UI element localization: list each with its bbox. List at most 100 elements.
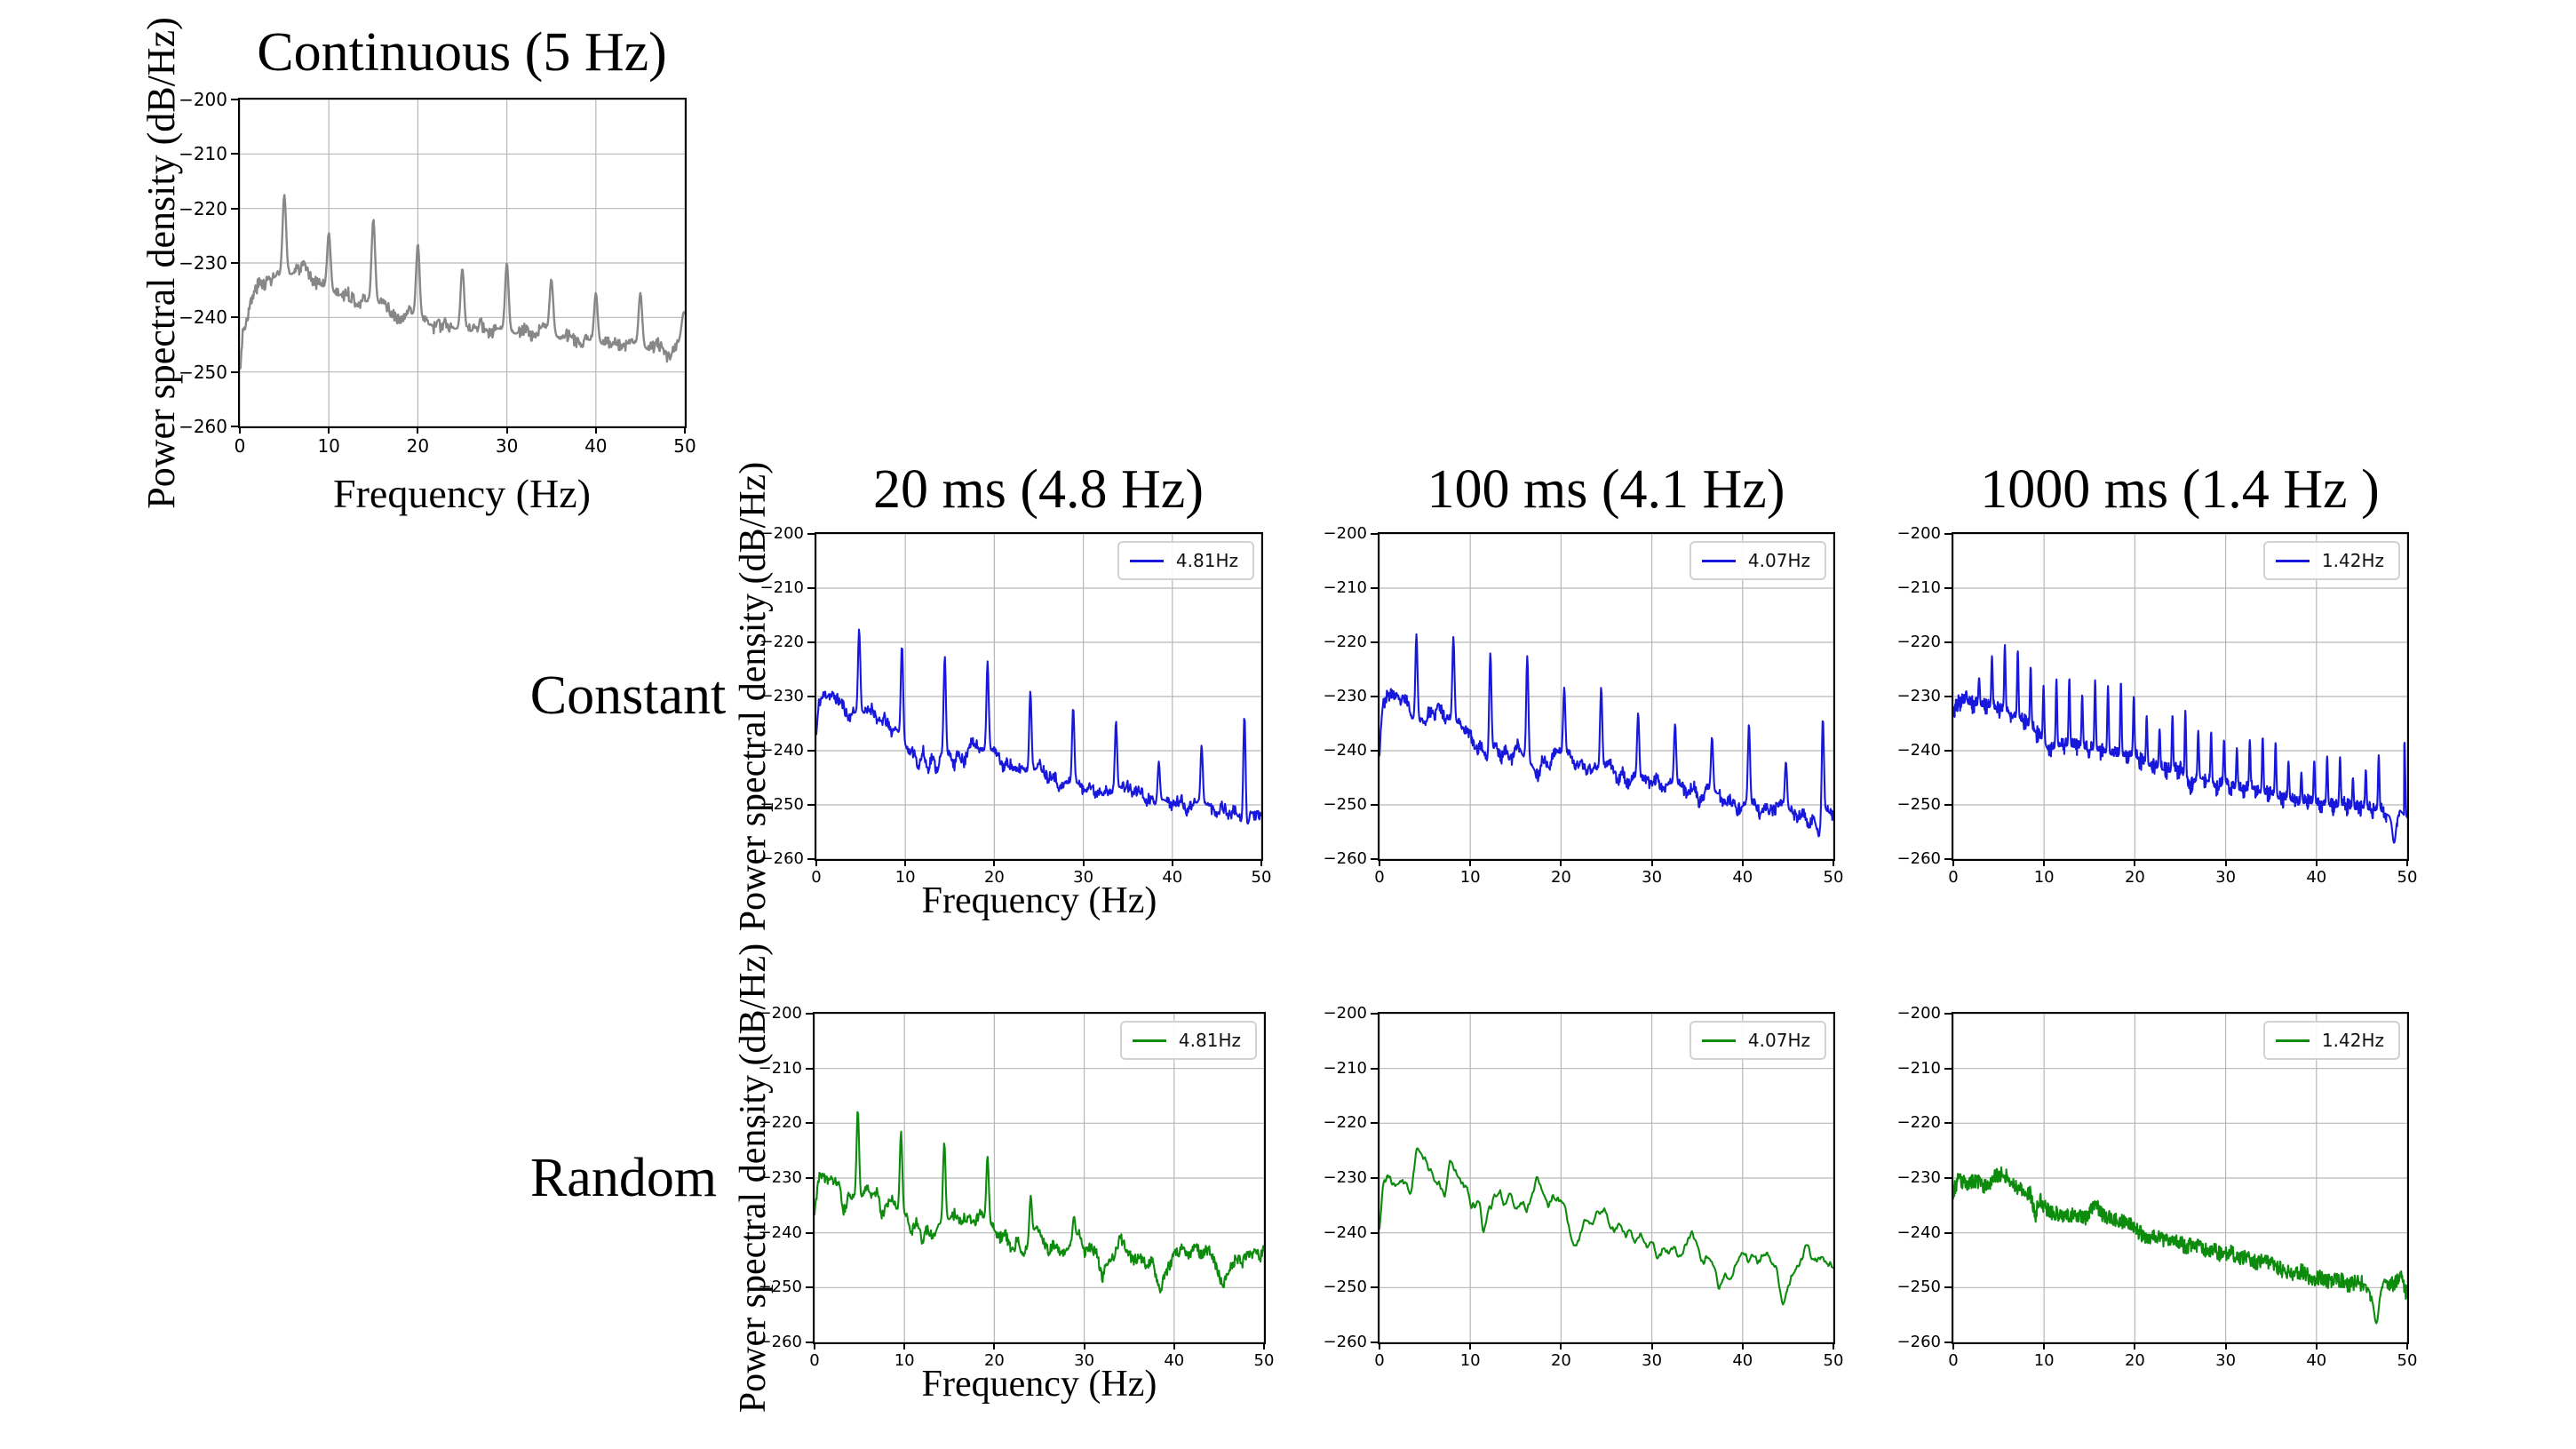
x-tick-label: 20 xyxy=(983,868,1005,887)
x-tick-label: 30 xyxy=(2215,1351,2237,1370)
y-tick-mark xyxy=(806,1286,813,1289)
y-tick-mark xyxy=(806,1122,813,1125)
x-tick-mark xyxy=(1171,859,1173,866)
y-tick-mark xyxy=(1371,533,1378,535)
x-tick-label: 50 xyxy=(673,435,696,457)
y-tick-label: −210 xyxy=(1323,578,1367,597)
y-tick-mark xyxy=(807,641,815,643)
legend-random-1000ms: 1.42Hz xyxy=(2262,1021,2400,1060)
y-tick-label: −260 xyxy=(1323,1333,1367,1351)
x-tick-label: 20 xyxy=(1550,1351,1571,1370)
x-tick-mark xyxy=(2315,1342,2318,1349)
y-tick-label: −240 xyxy=(179,307,227,329)
y-tick-mark xyxy=(806,1067,813,1070)
x-tick-label: 30 xyxy=(1073,868,1094,887)
x-tick-mark xyxy=(2315,859,2318,866)
y-tick-label: −200 xyxy=(1896,1004,1941,1023)
x-tick-mark xyxy=(2224,859,2227,866)
y-tick-label: −230 xyxy=(758,1168,802,1187)
x-tick-mark xyxy=(328,426,330,434)
x-tick-mark xyxy=(1469,1342,1472,1349)
constant-100ms-canvas xyxy=(1379,534,1833,859)
x-tick-mark xyxy=(903,1342,906,1349)
psd-plot-constant-20ms: 0 10 20 30 40 50 −200 −210 −220 −230 −240 −250 −260 4… xyxy=(760,526,1272,886)
legend-constant-1000ms: 1.42Hz xyxy=(2262,541,2400,580)
y-tick-label: −200 xyxy=(1896,524,1941,543)
x-tick-mark xyxy=(814,1342,815,1349)
y-tick-label: −220 xyxy=(759,633,804,651)
x-tick-mark xyxy=(1833,859,1834,866)
y-tick-mark xyxy=(1371,1286,1378,1289)
x-tick-mark xyxy=(1741,859,1744,866)
x-tick-mark xyxy=(2134,1342,2136,1349)
x-tick-label: 10 xyxy=(2033,1351,2055,1370)
y-tick-mark xyxy=(1371,1231,1378,1234)
x-tick-label: 0 xyxy=(811,868,822,887)
y-tick-mark xyxy=(1944,858,1952,860)
x-tick-mark xyxy=(1650,859,1653,866)
y-tick-mark xyxy=(231,316,238,319)
y-tick-label: −210 xyxy=(1896,578,1941,597)
x-tick-mark xyxy=(594,426,597,434)
constant-100ms-series xyxy=(1379,633,1833,838)
y-tick-mark xyxy=(231,153,238,155)
y-tick-label: −210 xyxy=(1896,1058,1941,1078)
y-tick-mark xyxy=(1944,1286,1952,1289)
y-tick-label: −210 xyxy=(758,1058,802,1078)
y-tick-mark xyxy=(806,1013,813,1015)
psd-plot-random-20ms: 0 10 20 30 40 50 −200 −210 −220 −230 −240 −250 −260 4… xyxy=(759,1006,1275,1369)
x-tick-label: 50 xyxy=(1823,868,1844,887)
x-tick-label: 40 xyxy=(1732,1351,1753,1370)
constant-20ms-series xyxy=(816,628,1261,825)
legend-constant-100ms: 4.07Hz xyxy=(1689,541,1826,580)
x-tick-label: 0 xyxy=(1948,868,1959,887)
x-tick-mark xyxy=(2406,1342,2408,1349)
x-tick-label: 40 xyxy=(1162,868,1183,887)
y-tick-label: −230 xyxy=(1323,687,1367,705)
row-label-constant: Constant xyxy=(529,665,727,726)
x-tick-mark xyxy=(505,426,508,434)
y-tick-mark xyxy=(1944,1177,1952,1179)
continuous-series xyxy=(240,194,685,370)
legend-label: 4.81Hz xyxy=(1175,550,1238,571)
x-tick-mark xyxy=(1560,1342,1562,1349)
x-tick-label: 10 xyxy=(1459,868,1481,887)
legend-line-sample xyxy=(2275,1039,2310,1042)
title-20ms: 20 ms (4.8 Hz) xyxy=(873,459,1204,520)
y-tick-mark xyxy=(1944,587,1952,589)
y-tick-mark xyxy=(806,1342,813,1343)
legend-random-20ms: 4.81Hz xyxy=(1119,1021,1257,1060)
x-tick-label: 10 xyxy=(894,868,916,887)
y-tick-mark xyxy=(1944,696,1952,697)
x-tick-mark xyxy=(1260,859,1262,866)
y-tick-label: −250 xyxy=(179,361,227,383)
y-tick-label: −240 xyxy=(1896,1222,1941,1242)
y-tick-mark xyxy=(1944,1122,1952,1125)
x-tick-label: 20 xyxy=(1550,868,1571,887)
legend-line-sample xyxy=(1701,559,1736,562)
legend-label: 4.81Hz xyxy=(1178,1030,1241,1051)
y-tick-label: −210 xyxy=(1323,1058,1367,1078)
y-tick-label: −240 xyxy=(759,741,804,760)
y-tick-mark xyxy=(1944,750,1952,752)
y-tick-mark xyxy=(1944,1067,1952,1070)
y-tick-label: −220 xyxy=(1896,1113,1941,1133)
x-tick-label: 50 xyxy=(2397,1351,2418,1370)
legend-label: 1.42Hz xyxy=(2321,550,2384,571)
y-tick-mark xyxy=(1371,804,1378,806)
x-tick-label: 10 xyxy=(2033,868,2055,887)
y-tick-label: −250 xyxy=(758,1278,802,1297)
x-tick-label: 20 xyxy=(2124,868,2145,887)
y-tick-label: −220 xyxy=(758,1113,802,1133)
y-tick-mark xyxy=(1371,858,1378,860)
y-tick-label: −220 xyxy=(1896,633,1941,651)
y-tick-label: −260 xyxy=(759,849,804,868)
y-tick-label: −220 xyxy=(1323,1113,1367,1133)
x-tick-label: 50 xyxy=(1823,1351,1844,1370)
x-tick-label: 40 xyxy=(1732,868,1753,887)
y-tick-mark xyxy=(1944,533,1952,535)
x-tick-mark xyxy=(993,1342,996,1349)
y-tick-label: −250 xyxy=(759,795,804,814)
x-tick-mark xyxy=(2406,859,2408,866)
